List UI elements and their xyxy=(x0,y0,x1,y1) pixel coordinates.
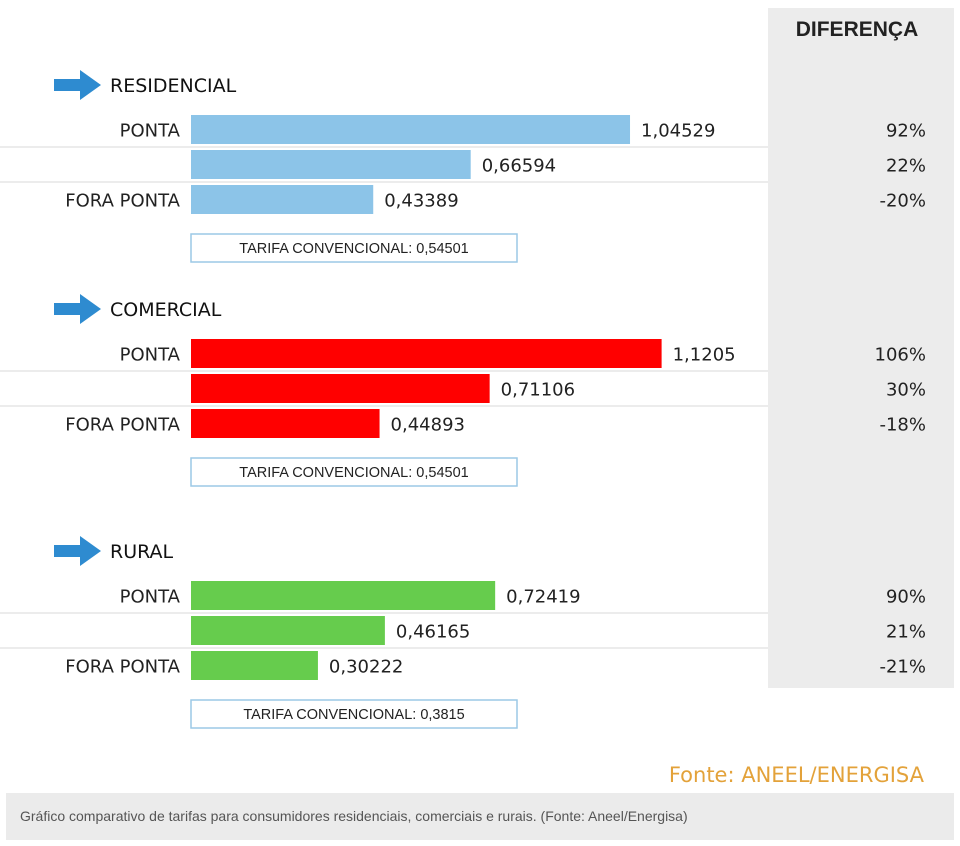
source-text: Fonte: ANEEL/ENERGISA xyxy=(669,763,925,787)
arrow-right-icon xyxy=(54,294,101,324)
tarifa-text: TARIFA CONVENCIONAL: 0,3815 xyxy=(243,707,464,723)
bar-residencial-2 xyxy=(191,185,374,214)
tarifa-text: TARIFA CONVENCIONAL: 0,54501 xyxy=(239,241,468,257)
bar-residencial-1 xyxy=(191,150,471,179)
row-label: FORA PONTA xyxy=(65,415,180,436)
row-label: FORA PONTA xyxy=(65,191,180,212)
tarifa-box xyxy=(190,457,518,487)
difference-value: 92% xyxy=(886,121,926,142)
row-label: PONTA xyxy=(120,587,181,608)
row-label: PONTA xyxy=(120,345,181,366)
tarifa-box xyxy=(190,699,518,729)
difference-header: DIFERENÇA xyxy=(796,18,919,41)
group-title-rural: RURAL xyxy=(110,541,174,563)
difference-value: 21% xyxy=(886,622,926,643)
group-title-comercial: COMERCIAL xyxy=(110,299,222,321)
value-label: 0,44893 xyxy=(391,415,465,436)
value-label: 0,66594 xyxy=(482,156,556,177)
row-label: FORA PONTA xyxy=(65,657,180,678)
tariff-comparison-chart: DIFERENÇA RESIDENCIAL PONTA 1,04529 92% 0,66… xyxy=(0,8,954,787)
bar-comercial-1 xyxy=(191,374,490,403)
tarifa-text: TARIFA CONVENCIONAL: 0,54501 xyxy=(239,465,468,481)
arrow-right-icon xyxy=(54,536,101,566)
difference-value: -20% xyxy=(879,191,926,212)
value-label: 1,1205 xyxy=(673,345,736,366)
caption-box: Gráfico comparativo de tarifas para cons… xyxy=(6,793,954,840)
difference-value: 30% xyxy=(886,380,926,401)
difference-value: 90% xyxy=(886,587,926,608)
bar-rural-0 xyxy=(191,581,496,610)
arrow-right-icon xyxy=(54,70,101,100)
value-label: 1,04529 xyxy=(641,121,715,142)
difference-value: 22% xyxy=(886,156,926,177)
value-label: 0,72419 xyxy=(506,587,580,608)
difference-panel xyxy=(768,8,954,688)
difference-value: -18% xyxy=(879,415,926,436)
bar-comercial-0 xyxy=(191,339,662,368)
difference-value: -21% xyxy=(879,657,926,678)
group-title-residencial: RESIDENCIAL xyxy=(110,75,237,97)
value-label: 0,46165 xyxy=(396,622,470,643)
difference-value: 106% xyxy=(875,345,926,366)
row-label: PONTA xyxy=(120,121,181,142)
bar-residencial-0 xyxy=(191,115,631,144)
value-label: 0,43389 xyxy=(384,191,458,212)
tarifa-box xyxy=(190,233,518,263)
value-label: 0,71106 xyxy=(501,380,575,401)
bar-rural-1 xyxy=(191,616,385,645)
bar-comercial-2 xyxy=(191,409,380,438)
caption-text: Gráfico comparativo de tarifas para cons… xyxy=(20,808,688,824)
bar-rural-2 xyxy=(191,651,318,680)
value-label: 0,30222 xyxy=(329,657,403,678)
